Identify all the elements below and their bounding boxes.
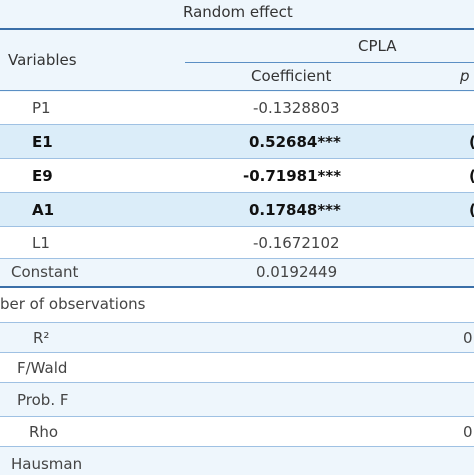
p-cell: ( (469, 166, 474, 186)
variable-cell: E1 (32, 133, 53, 151)
table-row: E1 0.52684*** ( (0, 124, 474, 159)
variable-cell: L1 (32, 234, 50, 252)
coefficient-cell: 0.0192449 (256, 263, 338, 281)
stats-label: R² (33, 329, 50, 347)
p-cell: ( (469, 200, 474, 220)
table-row: Constant 0.0192449 (0, 258, 474, 287)
stats-row: R² 0 (0, 322, 474, 353)
stats-value: 0 (463, 329, 473, 347)
table-row: A1 0.17848*** ( (0, 192, 474, 227)
stats-label: Rho (29, 423, 59, 441)
variables-header: Variables (8, 51, 77, 69)
table-row: E9 -0.71981*** ( (0, 158, 474, 193)
variable-cell: P1 (32, 99, 51, 117)
coefficient-header: Coefficient (251, 67, 332, 85)
stats-label: Hausman (11, 455, 83, 473)
stats-header: ber of observations (0, 295, 146, 313)
variable-cell: E9 (32, 167, 53, 185)
p-header: p (460, 67, 470, 85)
stats-row: F/Wald (0, 352, 474, 383)
variable-cell: A1 (32, 201, 55, 219)
coefficient-cell: -0.1328803 (253, 99, 340, 117)
stats-header-row: ber of observations (0, 286, 474, 324)
coefficient-cell: -0.71981*** (243, 167, 342, 185)
variable-cell: Constant (11, 263, 79, 281)
model-title: Random effect (183, 3, 293, 21)
stats-value: 0 (463, 423, 473, 441)
stats-row: Hausman (0, 446, 474, 475)
stats-row: Rho 0 (0, 416, 474, 447)
coefficient-cell: 0.52684*** (249, 133, 341, 151)
table-row: L1 -0.1672102 (0, 226, 474, 259)
table-row: P1 -0.1328803 (0, 90, 474, 125)
p-cell: ( (469, 132, 474, 152)
stats-row: Prob. F (0, 382, 474, 417)
stats-label: Prob. F (17, 391, 69, 409)
coefficient-cell: 0.17848*** (249, 201, 341, 219)
group-header: CPLA (358, 37, 397, 55)
group-underline (185, 62, 474, 63)
stats-label: F/Wald (17, 359, 68, 377)
coefficient-cell: -0.1672102 (253, 234, 340, 252)
model-title-row: Random effect (0, 0, 474, 28)
column-header-row: Variables CPLA Coefficient p (0, 28, 474, 92)
